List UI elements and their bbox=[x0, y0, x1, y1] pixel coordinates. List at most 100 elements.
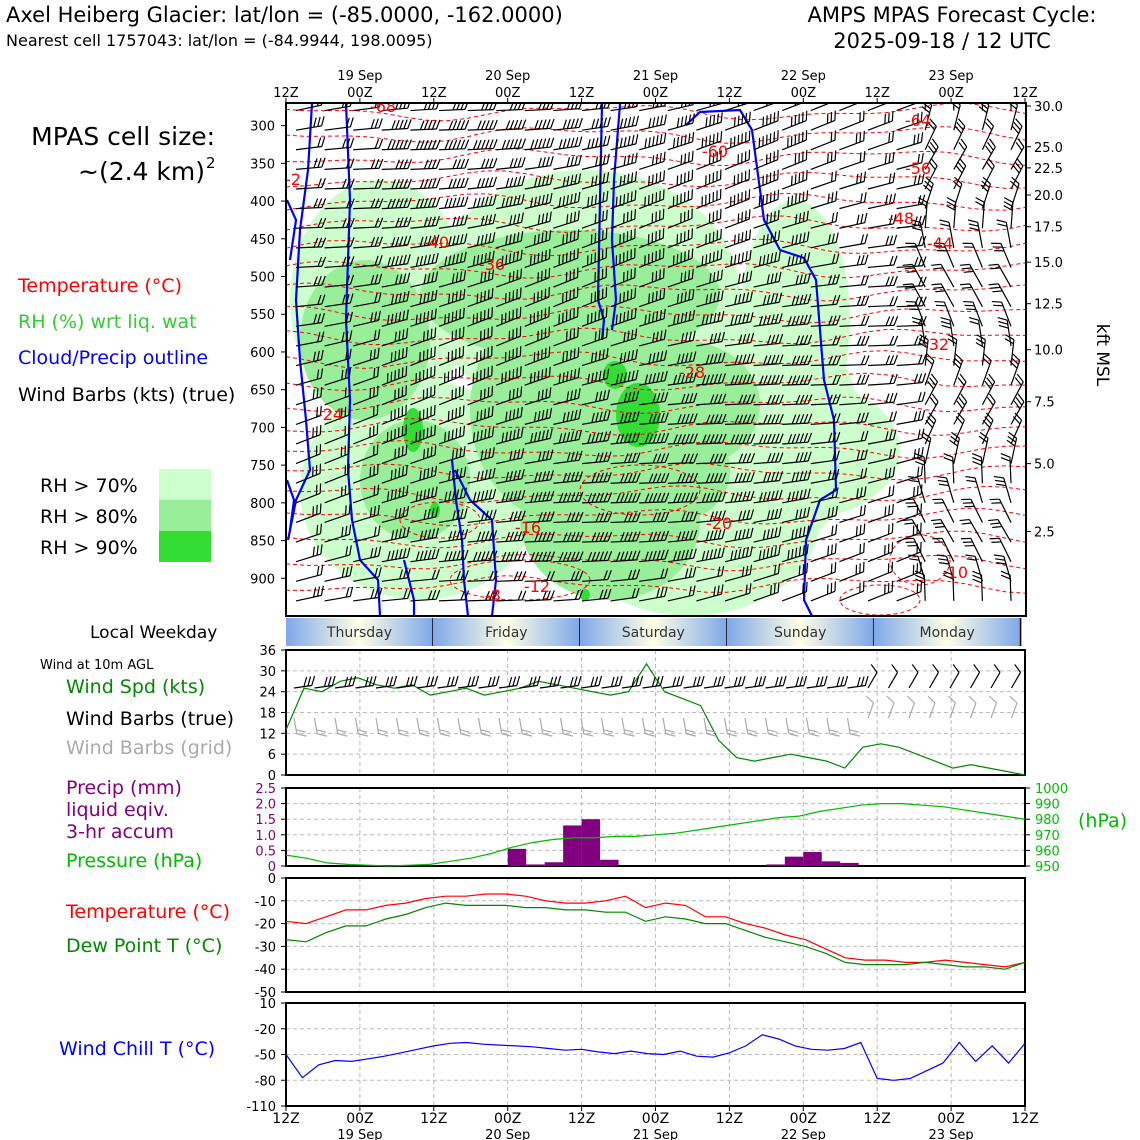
barb-staff bbox=[553, 560, 580, 563]
barb-feather bbox=[513, 195, 517, 206]
barb-feather bbox=[924, 180, 933, 189]
barb-staff bbox=[1000, 243, 1012, 268]
barb-staff bbox=[753, 280, 780, 288]
barb-feather bbox=[337, 733, 348, 737]
wind-barb bbox=[353, 310, 381, 327]
barb-feather bbox=[775, 374, 780, 385]
wind-barb bbox=[524, 118, 555, 131]
barb-feather bbox=[605, 209, 608, 220]
barb-staff bbox=[981, 381, 996, 406]
wind-barb bbox=[639, 288, 666, 308]
barb-feather bbox=[721, 310, 725, 321]
barb-staff bbox=[581, 144, 608, 151]
wind-barb bbox=[810, 394, 841, 406]
barb-feather bbox=[386, 431, 389, 442]
barb-feather bbox=[636, 492, 641, 503]
barb-feather bbox=[398, 330, 401, 341]
wind-barb bbox=[467, 467, 496, 484]
wind-barb bbox=[867, 466, 896, 484]
barb-feather bbox=[685, 530, 690, 541]
barb-feather bbox=[963, 270, 974, 273]
barb-feather bbox=[689, 453, 695, 464]
barb-feather bbox=[423, 255, 428, 266]
barb-staff bbox=[639, 400, 666, 406]
barb-feather bbox=[685, 373, 690, 383]
barb-feather bbox=[444, 491, 448, 502]
barb-staff bbox=[410, 475, 436, 484]
barb-staff bbox=[696, 481, 723, 484]
barb-feather bbox=[684, 153, 687, 164]
wind-barb bbox=[782, 374, 813, 386]
barb-feather bbox=[652, 512, 658, 522]
barb-feather bbox=[431, 507, 435, 518]
barb-feather bbox=[459, 290, 462, 301]
barb-feather bbox=[799, 315, 804, 325]
barb-feather bbox=[570, 410, 574, 421]
barb-feather bbox=[317, 218, 323, 228]
barb-feather bbox=[689, 393, 694, 403]
wind-barb bbox=[495, 268, 523, 288]
wind-barb bbox=[981, 157, 995, 190]
barb-feather bbox=[997, 223, 1008, 227]
barb-staff bbox=[953, 202, 957, 229]
barb-feather bbox=[738, 293, 742, 304]
barb-feather bbox=[798, 192, 801, 203]
barb-feather bbox=[350, 217, 355, 228]
barb-feather bbox=[316, 586, 321, 597]
barb-staff bbox=[524, 296, 550, 308]
barb-feather bbox=[594, 271, 596, 282]
barb-feather bbox=[573, 211, 577, 222]
barb-feather bbox=[623, 392, 628, 403]
barb-feather bbox=[505, 531, 511, 542]
barb-feather bbox=[681, 492, 686, 503]
barb-staff bbox=[581, 257, 607, 269]
barb-feather bbox=[317, 137, 322, 148]
barb-feather bbox=[565, 311, 568, 322]
barb-feather bbox=[662, 189, 665, 200]
barb-feather bbox=[599, 432, 604, 442]
barb-staff bbox=[867, 161, 894, 170]
barb-feather bbox=[566, 512, 572, 523]
barb-staff bbox=[381, 577, 408, 582]
barb-feather bbox=[746, 312, 750, 323]
barb-feather bbox=[908, 554, 919, 557]
barb-feather bbox=[603, 729, 614, 733]
wind-barb bbox=[896, 465, 924, 484]
barb-feather bbox=[746, 528, 750, 539]
legend-precip-liquid: liquid eqiv. bbox=[66, 799, 169, 821]
barb-feather bbox=[663, 132, 667, 143]
barb-feather bbox=[1002, 85, 1011, 89]
barb-feather bbox=[427, 529, 432, 540]
barb-staff bbox=[805, 717, 810, 734]
barb-feather bbox=[565, 233, 568, 244]
barb-staff bbox=[941, 498, 955, 523]
barb-feather bbox=[925, 176, 934, 185]
barb-staff bbox=[915, 301, 926, 327]
temperature-contour-label: -10 bbox=[942, 563, 968, 582]
barb-feather bbox=[513, 490, 518, 501]
barb-staff bbox=[324, 513, 350, 524]
barb-feather bbox=[427, 508, 431, 519]
barb-feather bbox=[462, 405, 465, 416]
barb-feather bbox=[603, 531, 609, 542]
barb-feather bbox=[374, 159, 380, 169]
barb-feather bbox=[891, 131, 895, 142]
barb-feather bbox=[961, 267, 972, 270]
barb-feather bbox=[832, 91, 839, 101]
barb-feather bbox=[627, 154, 630, 165]
barb-staff bbox=[496, 519, 523, 524]
barb-feather bbox=[349, 330, 353, 341]
barb-staff bbox=[1010, 126, 1023, 151]
wind-barb bbox=[1009, 353, 1021, 386]
wind-barb bbox=[639, 371, 668, 386]
barb-staff bbox=[896, 381, 923, 386]
barb-feather bbox=[863, 171, 867, 182]
bottom-date-label: 21 Sep bbox=[633, 1128, 678, 1140]
barb-staff bbox=[381, 167, 408, 170]
barb-feather bbox=[623, 136, 627, 147]
barb-feather bbox=[631, 676, 636, 687]
barb-feather bbox=[807, 272, 811, 283]
barb-staff bbox=[696, 278, 722, 288]
